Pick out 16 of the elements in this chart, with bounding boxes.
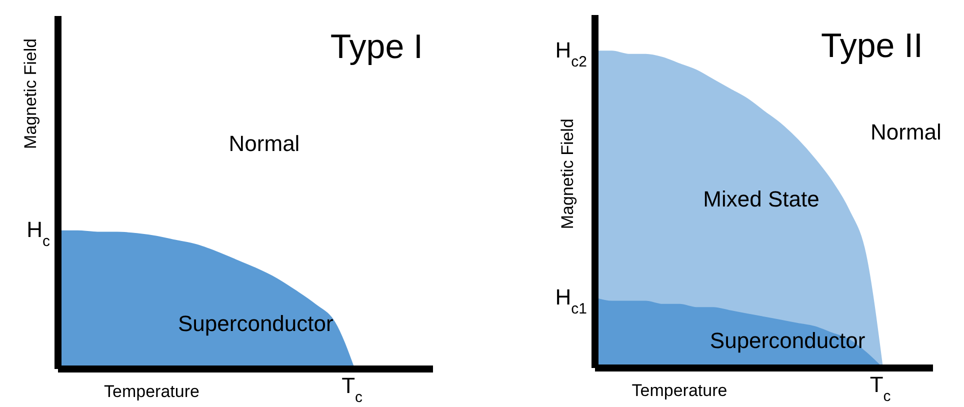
text: H$_{c}$ bbox=[26, 217, 50, 250]
chart-title: Type I bbox=[330, 28, 423, 66]
text: Normal bbox=[228, 131, 300, 156]
series-label: Superconductor bbox=[178, 311, 334, 336]
series-label: Superconductor bbox=[710, 328, 866, 353]
y-axis-title: Magnetic Field bbox=[21, 38, 40, 149]
text: T$_{c}$ bbox=[342, 373, 364, 406]
text: H$_{c1}$ bbox=[555, 284, 587, 317]
chart-title: Type II bbox=[820, 27, 923, 65]
text: H$_{c2}$ bbox=[555, 37, 587, 70]
annotation: Normal bbox=[870, 119, 942, 144]
series-label: Mixed State bbox=[703, 186, 820, 212]
text: T$_{c}$ bbox=[870, 372, 892, 404]
y-axis-title: Magnetic Field bbox=[558, 118, 577, 230]
x-axis-title: Temperature bbox=[632, 381, 728, 400]
x-axis-title: Temperature bbox=[104, 382, 200, 401]
